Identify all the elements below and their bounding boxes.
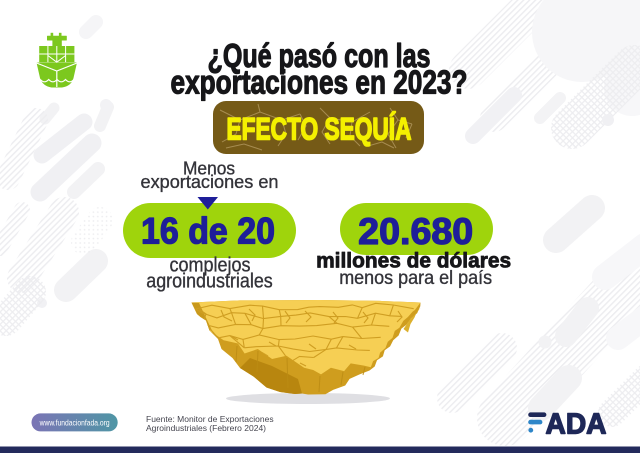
svg-text:menos para el país: menos para el país [339,267,492,289]
svg-text:ADA: ADA [546,408,607,440]
svg-text:16 de 20: 16 de 20 [141,211,275,252]
svg-text:¿Qué pasó con las: ¿Qué pasó con las [208,38,431,75]
svg-text:EFECTO SEQUÍA: EFECTO SEQUÍA [227,111,412,146]
svg-text:Agroindustriales (Febrero 2024: Agroindustriales (Febrero 2024) [146,423,266,433]
svg-text:Menos: Menos [183,158,235,179]
svg-text:complejos: complejos [170,255,251,277]
svg-text:exportaciones en 2023?: exportaciones en 2023? [171,65,468,102]
svg-text:exportaciones en: exportaciones en [141,171,279,192]
svg-text:www.fundacionfada.org: www.fundacionfada.org [39,418,110,428]
svg-text:agroindustriales: agroindustriales [146,271,273,293]
svg-text:20.680: 20.680 [358,211,473,252]
svg-text:Fuente: Monitor de Exportacion: Fuente: Monitor de Exportaciones [146,414,274,424]
svg-text:millones de dólares: millones de dólares [316,250,511,273]
